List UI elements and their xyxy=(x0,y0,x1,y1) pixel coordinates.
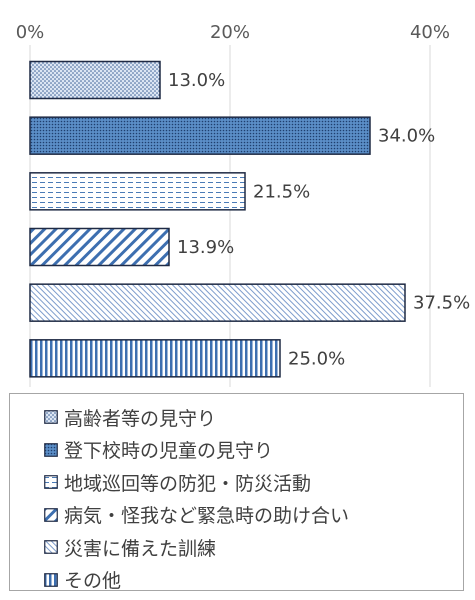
data-label: 13.9% xyxy=(177,237,234,258)
data-label: 13.0% xyxy=(168,70,225,91)
legend-swatch xyxy=(44,475,58,490)
legend-swatch xyxy=(44,540,58,555)
legend-swatch xyxy=(44,572,58,587)
bar-6 xyxy=(29,339,281,378)
legend-swatch xyxy=(44,410,58,425)
legend-label: 地域巡回等の防犯・防災活動 xyxy=(64,472,312,495)
legend-item: 病気・怪我など緊急時の助け合い xyxy=(44,499,463,532)
legend-label: 病気・怪我など緊急時の助け合い xyxy=(64,505,350,528)
legend-item: 高齢者等の見守り xyxy=(44,401,463,434)
data-label: 37.5% xyxy=(413,293,470,314)
x-tick-label: 20% xyxy=(210,22,250,43)
legend-label: 災害に備えた訓練 xyxy=(64,537,217,560)
legend-swatch xyxy=(44,507,58,522)
bar-3 xyxy=(29,172,246,211)
legend-label: 高齢者等の見守り xyxy=(64,407,217,430)
data-label: 34.0% xyxy=(378,126,435,147)
bar-1 xyxy=(29,60,161,100)
legend-item: 災害に備えた訓練 xyxy=(44,531,463,564)
legend-item: 地域巡回等の防犯・防災活動 xyxy=(44,466,463,499)
legend-item: その他 xyxy=(44,564,463,597)
data-label: 21.5% xyxy=(253,181,310,202)
legend: 高齢者等の見守り登下校時の児童の見守り地域巡回等の防犯・防災活動病気・怪我など緊… xyxy=(9,393,464,592)
legend-item: 登下校時の児童の見守り xyxy=(44,434,463,467)
data-label: 25.0% xyxy=(288,348,345,369)
legend-label: 登下校時の児童の見守り xyxy=(64,440,274,463)
bar-2 xyxy=(29,116,371,155)
legend-swatch xyxy=(44,442,58,457)
bar-5 xyxy=(29,283,406,322)
bar-chart: 0% 20% 40% 13.0% 34.0% 21.5% 13.9% 37.5% 25.0% xyxy=(16,22,470,387)
bar-4 xyxy=(29,227,170,267)
x-tick-label: 0% xyxy=(16,22,45,43)
legend-label: その他 xyxy=(64,570,122,593)
x-tick-label: 40% xyxy=(410,22,450,43)
